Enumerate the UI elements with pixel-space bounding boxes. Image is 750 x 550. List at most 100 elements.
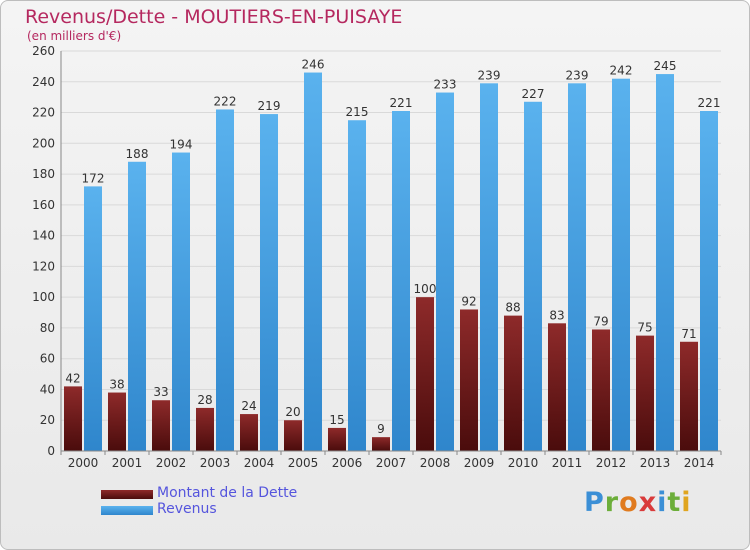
y-tick-label: 260 (32, 44, 55, 58)
bar-debt-2000 (64, 386, 82, 451)
bar-revenus-2011 (568, 83, 586, 452)
x-tick-label: 2013 (640, 456, 671, 470)
data-label-debt-2000: 42 (65, 371, 80, 385)
data-label-revenus-2004: 219 (258, 99, 281, 113)
y-tick-label: 240 (32, 75, 55, 89)
data-label-debt-2003: 28 (197, 393, 212, 407)
data-label-debt-2013: 75 (637, 321, 652, 335)
y-tick-label: 180 (32, 167, 55, 181)
data-label-debt-2002: 33 (153, 385, 168, 399)
y-tick-label: 160 (32, 198, 55, 212)
data-label-debt-2014: 71 (681, 327, 696, 341)
x-tick-label: 2010 (508, 456, 539, 470)
bar-debt-2009 (460, 309, 478, 451)
x-tick-label: 2004 (244, 456, 275, 470)
bar-revenus-2013 (656, 74, 674, 452)
logo-letter: i (657, 487, 668, 518)
data-label-revenus-2003: 222 (214, 94, 237, 108)
data-label-debt-2004: 24 (241, 399, 256, 413)
x-tick-label: 2001 (112, 456, 143, 470)
bar-revenus-2014 (700, 111, 718, 451)
data-label-debt-2011: 83 (549, 308, 564, 322)
x-tick-label: 2000 (68, 456, 99, 470)
logo-letter: o (619, 487, 639, 518)
data-label-debt-2005: 20 (285, 405, 300, 419)
y-tick-label: 200 (32, 136, 55, 150)
legend-label-debt: Montant de la Dette (157, 485, 298, 501)
data-label-revenus-2001: 188 (126, 147, 149, 161)
data-label-debt-2001: 38 (109, 378, 124, 392)
x-tick-label: 2007 (376, 456, 407, 470)
data-label-debt-2010: 88 (505, 301, 520, 315)
bar-debt-2012 (592, 329, 610, 451)
bar-revenus-2002 (172, 152, 190, 452)
y-tick-label: 40 (40, 382, 55, 396)
data-label-debt-2009: 92 (461, 294, 476, 308)
data-label-debt-2012: 79 (593, 314, 608, 328)
data-label-revenus-2006: 215 (346, 105, 369, 119)
bar-debt-2002 (152, 400, 170, 451)
legend-swatch-revenus (101, 506, 153, 515)
y-tick-label: 60 (40, 352, 55, 366)
bar-revenus-2001 (128, 161, 146, 451)
chart-title: Revenus/Dette - MOUTIERS-EN-PUISAYE (25, 6, 403, 28)
data-label-debt-2006: 15 (329, 413, 344, 427)
bar-revenus-2004 (260, 114, 278, 452)
x-tick-label: 2009 (464, 456, 495, 470)
legend-label-revenus: Revenus (157, 501, 217, 517)
bar-revenus-2006 (348, 120, 366, 451)
proxiti-logo: Proxiti (584, 487, 692, 518)
data-label-debt-2007: 9 (377, 422, 385, 436)
data-label-revenus-2005: 246 (302, 58, 325, 72)
logo-letter: r (604, 487, 620, 518)
x-tick-label: 2002 (156, 456, 187, 470)
x-tick-label: 2011 (552, 456, 583, 470)
bar-debt-2013 (636, 335, 654, 451)
logo-letter: i (681, 487, 692, 518)
bar-debt-2006 (328, 427, 346, 451)
x-tick-label: 2003 (200, 456, 231, 470)
x-tick-label: 2012 (596, 456, 627, 470)
data-label-revenus-2000: 172 (82, 171, 105, 185)
logo-letter: x (638, 487, 658, 518)
bar-revenus-2003 (216, 109, 234, 451)
data-label-revenus-2013: 245 (654, 59, 677, 73)
bar-revenus-2005 (304, 72, 322, 452)
chart-subtitle: (en milliers d'€) (27, 29, 122, 43)
x-tick-label: 2006 (332, 456, 363, 470)
bar-revenus-2008 (436, 92, 454, 452)
y-tick-label: 100 (32, 290, 55, 304)
data-label-revenus-2009: 239 (478, 68, 501, 82)
data-label-revenus-2014: 221 (698, 96, 721, 110)
data-label-revenus-2007: 221 (390, 96, 413, 110)
data-label-revenus-2002: 194 (170, 138, 193, 152)
logo-letter: t (667, 487, 682, 518)
bar-debt-2003 (196, 407, 214, 451)
legend-swatch-debt (101, 490, 153, 499)
bar-debt-2004 (240, 414, 258, 451)
data-label-revenus-2012: 242 (610, 64, 633, 78)
bar-debt-2010 (504, 315, 522, 451)
y-tick-label: 120 (32, 259, 55, 273)
bar-revenus-2010 (524, 101, 542, 452)
bar-debt-2008 (416, 297, 434, 451)
bar-revenus-2012 (612, 78, 630, 451)
data-label-debt-2008: 100 (414, 282, 437, 296)
logo-letter: P (584, 487, 605, 518)
data-label-revenus-2011: 239 (566, 68, 589, 82)
bar-debt-2014 (680, 341, 698, 451)
bar-debt-2001 (108, 392, 126, 451)
y-tick-label: 220 (32, 106, 55, 120)
x-tick-label: 2014 (684, 456, 715, 470)
bar-revenus-2007 (392, 111, 410, 451)
x-tick-label: 2005 (288, 456, 319, 470)
bar-debt-2005 (284, 420, 302, 451)
bar-revenus-2009 (480, 83, 498, 452)
bar-debt-2007 (372, 437, 390, 451)
bar-debt-2011 (548, 323, 566, 451)
y-tick-label: 80 (40, 321, 55, 335)
y-tick-label: 20 (40, 413, 55, 427)
x-tick-label: 2008 (420, 456, 451, 470)
